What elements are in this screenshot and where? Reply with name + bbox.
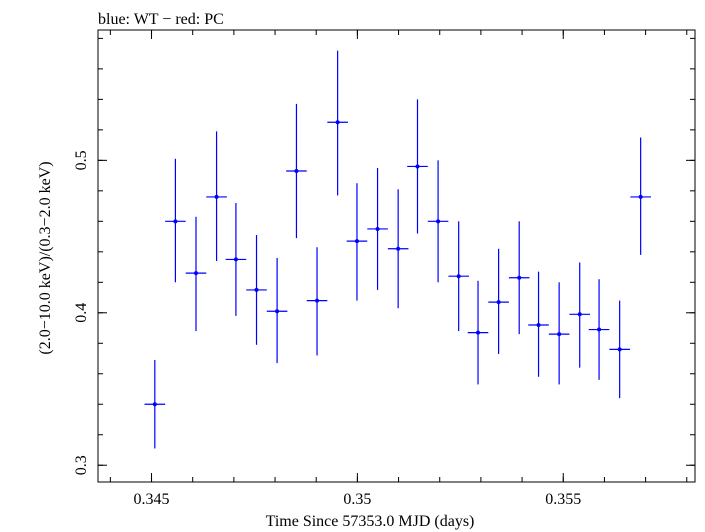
data-point [427,160,449,283]
data-point [266,257,288,364]
data-marker [496,300,501,305]
data-marker [456,274,461,279]
data-marker [638,194,643,199]
data-marker [315,298,320,303]
data-marker [354,239,359,244]
data-point [327,50,348,196]
data-marker [577,312,582,317]
data-marker [254,287,259,292]
data-marker [294,169,299,174]
y-tick-label: 0.3 [73,455,90,475]
axis-ticks [98,30,695,482]
plot-frame [97,29,696,483]
data-point [165,158,186,283]
data-point [407,99,428,234]
data-marker [193,271,198,276]
data-point [286,103,307,239]
data-series [144,50,651,449]
data-point [346,183,368,301]
data-marker [557,332,562,337]
data-point [225,203,247,316]
data-point [306,247,328,356]
data-point [206,131,227,261]
data-marker [536,322,541,327]
chart-title: blue: WT − red: PC [98,11,224,28]
data-point [144,360,166,449]
data-point [246,235,267,345]
data-point [609,300,630,399]
data-point [630,137,651,255]
data-marker [214,194,219,199]
data-point [588,279,610,380]
data-marker [597,327,602,332]
data-point [569,262,591,368]
x-tick-label: 0.345 [134,491,170,508]
data-marker [517,275,522,280]
data-point [367,167,388,290]
data-point [185,216,207,332]
data-point [528,271,549,377]
data-marker [375,226,380,231]
x-tick-label: 0.355 [545,491,581,508]
data-marker [152,402,157,407]
data-point [467,280,489,385]
data-marker [415,164,420,169]
y-axis-label: (2.0−10.0 keV)/(0.3−2.0 keV) [37,161,54,354]
x-axis-label: Time Since 57353.0 MJD (days) [266,513,475,530]
axis-tick-labels: 0.345 0.35 0.355 0.3 0.4 0.5 [73,150,581,508]
data-marker [476,330,481,335]
data-marker [617,347,622,352]
y-tick-label: 0.5 [73,150,90,170]
data-point [488,248,509,354]
data-point [548,282,570,385]
y-tick-label: 0.4 [73,303,90,323]
data-marker [275,309,280,314]
data-marker [335,120,340,125]
x-tick-label: 0.35 [343,491,371,508]
data-point [448,221,469,332]
data-marker [436,219,441,224]
data-marker [173,219,178,224]
data-point [508,221,530,335]
data-marker [396,246,401,251]
data-marker [233,257,238,262]
data-point [387,189,409,309]
